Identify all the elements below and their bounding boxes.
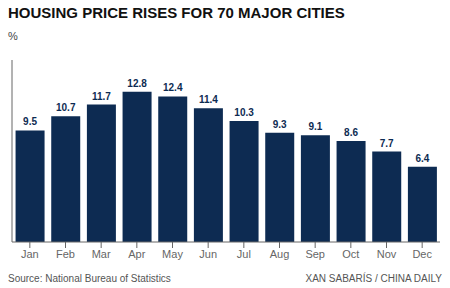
svg-text:11.7: 11.7 (92, 91, 111, 102)
svg-text:Oct: Oct (342, 248, 359, 260)
svg-text:9.5: 9.5 (23, 116, 37, 127)
svg-text:Mar: Mar (92, 248, 111, 260)
svg-text:May: May (162, 248, 183, 260)
html-text:HOUSING PRICE RISES FOR 70 MAJ: HOUSING PRICE RISES FOR 70 MAJOR CITIES (8, 4, 345, 21)
svg-text:12.8: 12.8 (127, 78, 147, 89)
svg-text:Jan: Jan (21, 248, 39, 260)
svg-text:Feb: Feb (56, 248, 75, 260)
svg-text:Apr: Apr (128, 248, 145, 260)
svg-text:9.3: 9.3 (273, 119, 287, 130)
svg-text:Dec: Dec (412, 248, 432, 260)
svg-text:12.4: 12.4 (163, 82, 183, 93)
svg-text:Jun: Jun (199, 248, 217, 260)
svg-text:10.7: 10.7 (56, 102, 76, 113)
svg-text:Nov: Nov (377, 248, 397, 260)
html-text:XAN SABARÍS / CHINA DAILY: XAN SABARÍS / CHINA DAILY (305, 273, 442, 284)
html-text:Source: National Bureau of Sta: Source: National Bureau of Statistics (8, 273, 171, 284)
svg-text:9.1: 9.1 (308, 121, 322, 132)
svg-text:8.6: 8.6 (344, 127, 358, 138)
svg-text:7.7: 7.7 (380, 138, 394, 149)
svg-text:10.3: 10.3 (234, 107, 254, 118)
svg-text:Aug: Aug (270, 248, 290, 260)
svg-text:6.4: 6.4 (415, 153, 429, 164)
svg-text:11.4: 11.4 (199, 94, 218, 105)
svg-text:Jul: Jul (237, 248, 251, 260)
svg-text:Sep: Sep (305, 248, 325, 260)
